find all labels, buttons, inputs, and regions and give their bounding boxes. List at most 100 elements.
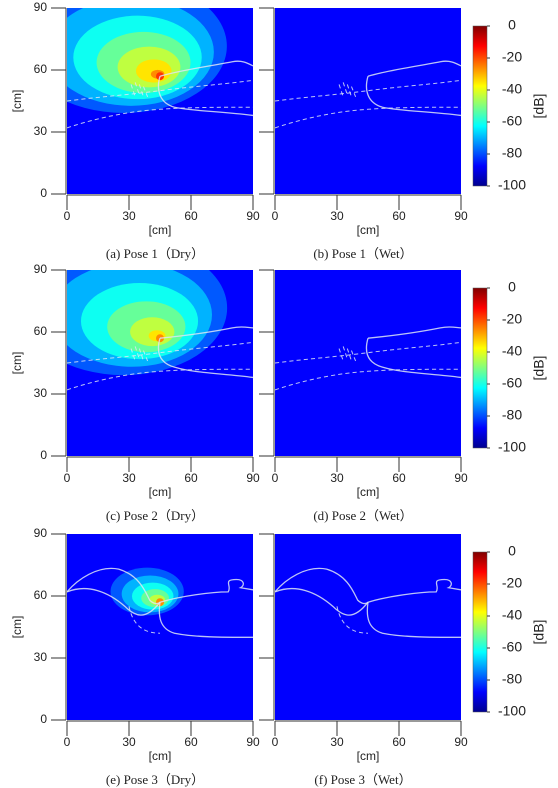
panel: 0 30 60 90 [cm] (f) Pose 3（Wet） 0 -20 -40 -60 -80 -…	[259, 533, 547, 787]
body-outline	[157, 338, 253, 379]
colorbar-label: [dB]	[531, 620, 547, 645]
body-outline	[275, 588, 369, 616]
body-outline	[159, 326, 253, 339]
y-tick-label: 90	[34, 262, 48, 276]
panel: 0 30 60 90 0 30 60 90 [cm] [cm] (a) Pose 1（Dry）	[10, 0, 260, 261]
colorbar-tick-label: -80	[502, 671, 522, 687]
body-outline	[365, 338, 461, 379]
caption: (c) Pose 2（Dry）	[106, 508, 204, 523]
colorbar-tick-label: -60	[502, 113, 522, 129]
x-tick-label: 0	[64, 735, 71, 749]
background	[275, 8, 461, 194]
colorbar-tick-label: -20	[502, 575, 522, 591]
body-outline	[367, 326, 461, 339]
body-outline-dashed	[67, 106, 253, 129]
colorbar-tick-label: 0	[508, 17, 516, 33]
y-tick-label: 0	[40, 186, 47, 200]
x-tick-label: 30	[330, 209, 344, 223]
x-tick-label: 30	[122, 209, 136, 223]
colorbar	[472, 551, 488, 713]
colorbar-tick-label: -20	[502, 311, 522, 327]
body-outline	[366, 602, 461, 638]
x-axis-label: [cm]	[149, 485, 172, 499]
colorbar	[472, 25, 488, 187]
background	[275, 270, 461, 456]
colorbar-tick-label: 0	[508, 543, 516, 559]
plot-area	[275, 534, 461, 720]
y-tick-label: 90	[34, 526, 48, 540]
body-outline	[365, 76, 461, 117]
body-outline-dashed	[275, 368, 461, 391]
x-tick-label: 60	[392, 209, 406, 223]
plot-area	[275, 8, 461, 194]
x-tick-label: 90	[454, 209, 468, 223]
colorbar-tick-label: -20	[502, 49, 522, 65]
body-outline-dashed	[275, 106, 461, 129]
body-outline-dashed	[128, 606, 161, 634]
caption: (f) Pose 3（Wet）	[314, 772, 411, 787]
background	[67, 534, 253, 720]
colorbar-label: [dB]	[531, 356, 547, 381]
x-axis-label: [cm]	[149, 749, 172, 763]
plot-area	[67, 534, 253, 720]
x-axis-label: [cm]	[357, 749, 380, 763]
x-tick-label: 0	[64, 471, 71, 485]
plot-area	[67, 270, 253, 456]
colorbar-tick-label: -100	[498, 439, 526, 455]
caption: (a) Pose 1（Dry）	[106, 246, 204, 261]
x-tick-label: 90	[454, 471, 468, 485]
x-tick-label: 0	[272, 209, 279, 223]
plot-area	[67, 8, 253, 194]
panel: 0 30 60 90 [cm] (d) Pose 2（Wet） 0 -20 -40 -60 -80 -…	[259, 269, 547, 523]
colorbar-label: [dB]	[531, 94, 547, 119]
y-tick-label: 0	[40, 712, 47, 726]
x-axis-label: [cm]	[357, 223, 380, 237]
body-outline-dashed	[336, 606, 369, 634]
caption: (b) Pose 1（Wet）	[313, 246, 412, 261]
y-tick-label: 60	[34, 588, 48, 602]
background	[275, 534, 461, 720]
colorbar-tick-label: -80	[502, 145, 522, 161]
body-outline	[67, 588, 161, 616]
x-tick-label: 60	[184, 735, 198, 749]
y-tick-label: 60	[34, 324, 48, 338]
x-axis-label: [cm]	[357, 485, 380, 499]
x-tick-label: 90	[246, 209, 260, 223]
colorbar-tick-label: -60	[502, 375, 522, 391]
x-tick-label: 0	[272, 735, 279, 749]
y-tick-label: 90	[34, 0, 48, 14]
caption: (d) Pose 2（Wet）	[313, 508, 412, 523]
body-outline	[367, 60, 461, 77]
panel: 0 30 60 90 0 30 60 90 [cm] [cm] (e) Pose 3（Dry）	[10, 526, 260, 787]
colorbar	[472, 287, 488, 449]
x-tick-label: 0	[64, 209, 71, 223]
x-tick-label: 90	[246, 471, 260, 485]
panel: 0 30 60 90 0 30 60 90 [cm] [cm] (c) Pose 2（Dry）	[10, 262, 260, 523]
x-axis-label: [cm]	[149, 223, 172, 237]
plot-area	[275, 270, 461, 456]
colorbar-tick-label: -100	[498, 177, 526, 193]
x-tick-label: 60	[184, 209, 198, 223]
body-outline	[158, 602, 253, 638]
body-outline	[67, 567, 253, 605]
x-tick-label: 90	[454, 735, 468, 749]
y-tick-label: 30	[34, 650, 48, 664]
x-tick-label: 90	[246, 735, 260, 749]
x-tick-label: 60	[392, 471, 406, 485]
colorbar-tick-label: -80	[502, 407, 522, 423]
x-tick-label: 0	[272, 471, 279, 485]
body-outline	[275, 567, 461, 605]
colorbar-tick-label: -40	[502, 81, 522, 97]
x-tick-label: 60	[184, 471, 198, 485]
panel: 0 30 60 90 [cm] (b) Pose 1（Wet） 0 -20 -40 -60 -80 -…	[259, 7, 547, 261]
colorbar-tick-label: 0	[508, 279, 516, 295]
colorbar-tick-label: -60	[502, 639, 522, 655]
y-axis-label: [cm]	[10, 352, 24, 375]
y-axis-label: [cm]	[10, 90, 24, 113]
y-tick-label: 60	[34, 62, 48, 76]
body-outline	[159, 60, 253, 77]
y-tick-label: 30	[34, 124, 48, 138]
y-tick-label: 0	[40, 448, 47, 462]
